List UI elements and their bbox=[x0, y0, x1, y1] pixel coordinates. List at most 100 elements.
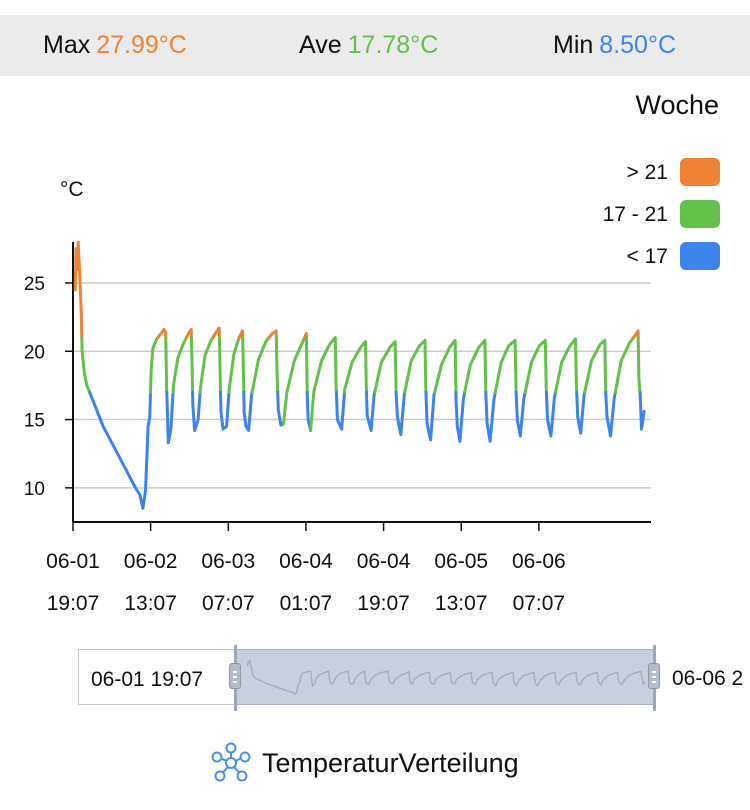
series-line-segment bbox=[365, 390, 377, 432]
y-axis-unit: °C bbox=[60, 178, 84, 201]
x-tick-date: 06-05 bbox=[434, 550, 488, 573]
legend-label: > 21 bbox=[626, 161, 668, 184]
series-line-segment bbox=[189, 336, 195, 394]
series-line-segment bbox=[304, 336, 309, 394]
max-value: 27.99°C bbox=[96, 31, 187, 59]
series-line-segment bbox=[334, 390, 346, 431]
min-label: Min bbox=[553, 31, 594, 59]
range-start-label: 06-01 19:07 bbox=[91, 668, 204, 691]
series-line-segment bbox=[211, 326, 221, 340]
legend-swatch bbox=[680, 242, 720, 270]
series-line-segment bbox=[237, 329, 245, 340]
series-line-segment bbox=[493, 338, 518, 394]
series-line-segment bbox=[165, 390, 175, 445]
max-stat: Max 27.99°C bbox=[43, 31, 187, 60]
x-tick-time: 07:07 bbox=[202, 592, 255, 615]
legend-label: < 17 bbox=[626, 245, 668, 268]
footer-label: TemperaturVerteilung bbox=[262, 748, 519, 778]
x-tick-date: 06-06 bbox=[512, 550, 566, 573]
series-line-segment bbox=[343, 340, 368, 394]
min-stat: Min 8.50°C bbox=[553, 31, 676, 60]
series-line-segment bbox=[250, 336, 271, 394]
series-line-segment bbox=[80, 336, 92, 394]
series-line-segment bbox=[424, 390, 437, 442]
x-tick-labels: 06-01 19:07 06-02 13:07 06-03 07:07 06-04 01:07… bbox=[46, 550, 566, 615]
series-line-segment bbox=[274, 336, 280, 394]
x-tick-time: 01:07 bbox=[280, 592, 333, 615]
x-tick-time: 07:07 bbox=[513, 592, 566, 615]
series-line-segment bbox=[217, 336, 222, 394]
temperature-series bbox=[73, 240, 646, 510]
series-line-segment bbox=[241, 336, 246, 394]
series-line-segment bbox=[185, 327, 193, 340]
time-range-slider[interactable]: 06-01 19:07 06-06 2 bbox=[0, 645, 750, 715]
axes bbox=[65, 242, 651, 531]
range-end-handle[interactable] bbox=[648, 663, 660, 689]
series-line-segment bbox=[219, 390, 231, 431]
legend-swatch bbox=[680, 158, 720, 186]
x-tick-time: 19:07 bbox=[357, 592, 410, 615]
series-line-segment bbox=[394, 390, 407, 437]
y-tick-label: 20 bbox=[24, 342, 45, 363]
series-line-segment bbox=[403, 338, 428, 394]
x-tick-date: 06-03 bbox=[201, 550, 255, 573]
range-end-label: 06-06 2 bbox=[672, 667, 744, 690]
x-tick-time: 13:07 bbox=[435, 592, 488, 615]
y-tick-labels: 10 15 20 25 bbox=[24, 274, 45, 500]
series-line-segment bbox=[191, 390, 202, 432]
series-line-segment bbox=[613, 336, 635, 394]
x-tick-date: 06-04 bbox=[357, 550, 411, 573]
legend-label: 17 - 21 bbox=[602, 203, 668, 226]
period-selector[interactable]: Woche bbox=[635, 90, 719, 120]
series-line-segment bbox=[198, 336, 215, 394]
series-line-segment bbox=[514, 390, 527, 438]
x-tick-date: 06-04 bbox=[279, 550, 333, 573]
series-line-segment bbox=[463, 338, 488, 394]
series-line-segment bbox=[242, 390, 254, 432]
legend-swatch bbox=[680, 200, 720, 228]
series-line-segment bbox=[554, 337, 579, 394]
x-tick-time: 13:07 bbox=[124, 592, 177, 615]
series-line-segment bbox=[433, 338, 458, 394]
series-line-segment bbox=[149, 336, 160, 394]
range-start-box: 06-01 19:07 bbox=[78, 649, 236, 705]
series-line-segment bbox=[164, 336, 169, 394]
series-line-segment bbox=[484, 390, 497, 443]
min-value: 8.50°C bbox=[599, 31, 677, 59]
range-start-handle[interactable] bbox=[229, 663, 241, 689]
y-tick-label: 10 bbox=[24, 479, 45, 500]
distribution-network-icon bbox=[211, 742, 251, 782]
series-line-segment bbox=[373, 340, 398, 394]
series-line-segment bbox=[171, 336, 188, 394]
series-line-segment bbox=[604, 390, 617, 438]
range-preview-line bbox=[246, 659, 646, 696]
series-line-segment bbox=[544, 390, 557, 438]
series-line-segment bbox=[632, 329, 640, 340]
max-label: Max bbox=[43, 31, 91, 59]
series-line-segment bbox=[282, 336, 307, 426]
range-preview bbox=[246, 659, 646, 696]
selected-range[interactable] bbox=[236, 649, 654, 705]
y-tick-label: 25 bbox=[24, 274, 45, 295]
series-line-segment bbox=[267, 329, 278, 340]
x-tick-date: 06-02 bbox=[124, 550, 178, 573]
y-tick-label: 15 bbox=[24, 411, 45, 432]
x-tick-date: 06-01 bbox=[46, 550, 100, 573]
series-line-segment bbox=[575, 390, 587, 435]
ave-value: 17.78°C bbox=[347, 31, 439, 59]
series-line-segment bbox=[309, 336, 338, 432]
series-line-segment bbox=[523, 338, 548, 394]
series-line-segment bbox=[73, 240, 84, 340]
ave-label: Ave bbox=[299, 31, 342, 59]
series-line-segment bbox=[454, 390, 467, 443]
series-line-segment bbox=[583, 338, 608, 394]
series-line-segment bbox=[636, 336, 642, 394]
series-line-segment bbox=[88, 390, 152, 510]
ave-stat: Ave 17.78°C bbox=[299, 31, 438, 60]
x-tick-time: 19:07 bbox=[47, 592, 100, 615]
series-line-segment bbox=[156, 327, 168, 340]
grid-lines bbox=[73, 282, 651, 489]
series-line-segment bbox=[638, 390, 646, 431]
stats-bar: Max 27.99°C Ave 17.78°C Min 8.50°C bbox=[0, 15, 750, 76]
